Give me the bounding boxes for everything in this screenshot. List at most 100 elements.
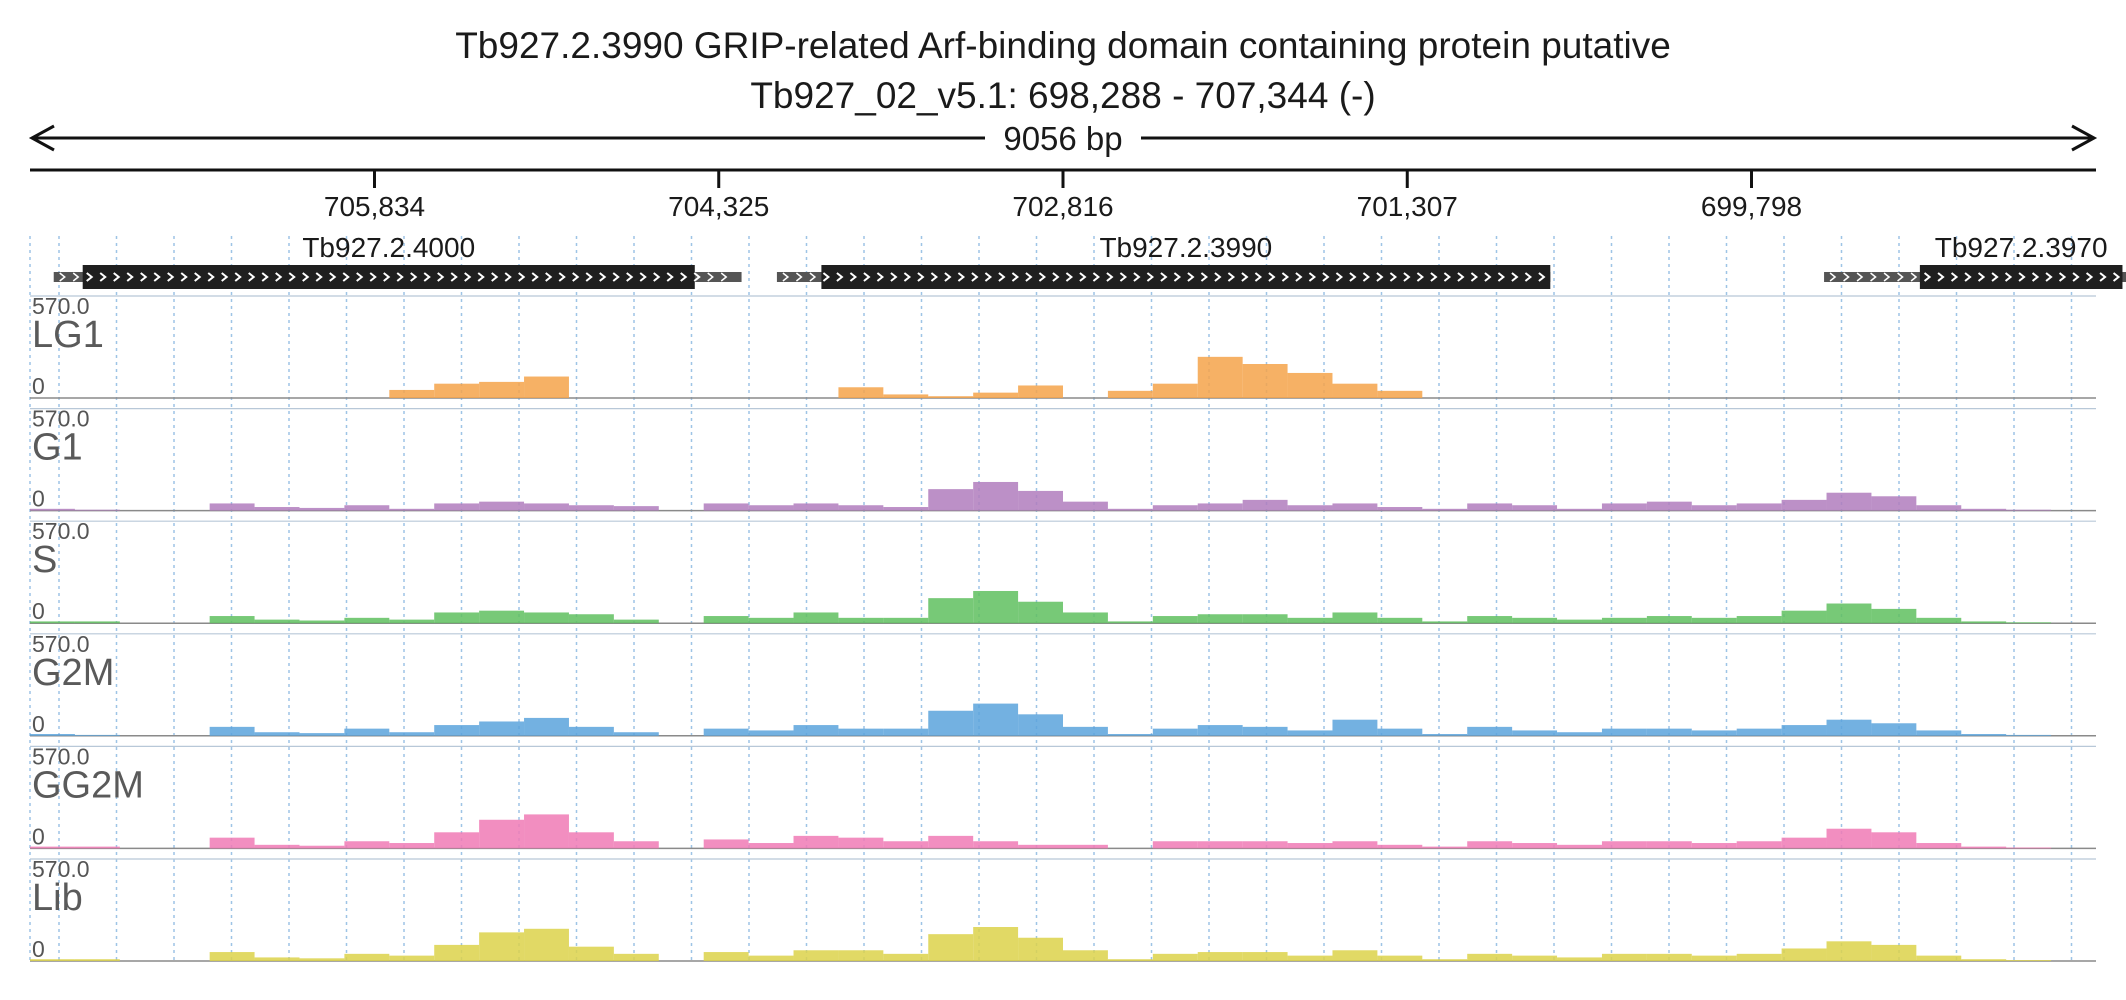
strand-chevron xyxy=(720,272,728,282)
strand-chevron xyxy=(1829,272,1837,282)
coverage-bar xyxy=(209,837,255,849)
strand-chevron xyxy=(1950,272,1959,282)
strand-chevron xyxy=(1883,272,1891,282)
coverage-bar xyxy=(568,505,614,511)
coverage-bar xyxy=(524,928,569,961)
strand-chevron xyxy=(1430,272,1438,282)
coverage-bar xyxy=(703,728,749,736)
track-name: GG2M xyxy=(32,764,144,806)
coverage-bar xyxy=(1601,953,1647,961)
coverage-bar xyxy=(1916,730,1962,736)
coverage-bar xyxy=(793,835,839,849)
coverage-bar xyxy=(1422,508,1468,511)
strand-chevron xyxy=(1897,272,1904,282)
strand-chevron xyxy=(1322,272,1330,282)
span-label: 9056 bp xyxy=(1003,120,1122,157)
coverage-bar xyxy=(1467,953,1513,961)
coverage-bar xyxy=(479,610,525,624)
coverage-bar xyxy=(1018,490,1063,511)
coverage-bar xyxy=(1781,837,1827,849)
coverage-bar xyxy=(1646,841,1692,849)
coverage-bar xyxy=(1557,508,1602,511)
coverage-bar xyxy=(883,507,929,511)
grid-lines xyxy=(29,236,2073,962)
coverage-bar xyxy=(1961,846,2007,849)
coverage-bar xyxy=(1601,728,1647,736)
strand-chevron xyxy=(1484,272,1492,282)
strand-chevron xyxy=(984,272,993,282)
coverage-bar xyxy=(568,832,614,849)
coverage-bar xyxy=(344,728,390,736)
strand-chevron xyxy=(876,272,885,282)
strand-chevron xyxy=(572,272,580,282)
coverage-bar xyxy=(1422,959,1468,961)
coverage-bar xyxy=(1197,725,1243,736)
coverage-bar xyxy=(883,841,929,849)
coverage-bar xyxy=(1332,841,1378,849)
strand-chevron xyxy=(863,272,871,282)
y-min-label: 0 xyxy=(32,823,45,849)
strand-chevron xyxy=(1106,272,1114,282)
strand-chevron xyxy=(944,272,952,282)
strand-chevron xyxy=(2058,272,2067,282)
strand-chevron xyxy=(1964,272,1972,282)
strand-chevron xyxy=(396,272,404,282)
strand-chevron xyxy=(423,272,431,282)
strand-chevron xyxy=(1011,272,1020,282)
gene-label: Tb927.2.3970 xyxy=(1935,232,2108,263)
strand-chevron xyxy=(809,272,817,282)
coverage-bar xyxy=(703,839,749,849)
coverage-bar xyxy=(703,952,749,961)
coverage-bar xyxy=(883,728,929,736)
coverage-bar xyxy=(1961,621,2007,624)
coverage-bar xyxy=(973,481,1019,511)
coverage-bar xyxy=(1512,617,1558,624)
span-arrowhead-right xyxy=(2071,124,2098,152)
strand-chevron xyxy=(315,272,323,282)
strand-chevron xyxy=(180,272,188,282)
strand-chevron xyxy=(2045,272,2053,282)
strand-chevron xyxy=(1511,272,1519,282)
coverage-bar xyxy=(793,950,839,961)
strand-chevron xyxy=(1470,272,1479,282)
strand-chevron xyxy=(126,272,134,282)
strand-chevron xyxy=(890,272,898,282)
coverage-bar xyxy=(1197,841,1243,849)
coverage-bar xyxy=(344,953,390,961)
strand-chevron xyxy=(707,272,714,282)
coverage-bar xyxy=(209,726,255,736)
coverage-bar xyxy=(1646,953,1692,961)
coverage-bar xyxy=(1018,714,1063,736)
coverage-bar xyxy=(30,846,75,849)
coverage-bar xyxy=(524,503,569,511)
coverage-bar xyxy=(1512,843,1558,849)
coverage-bar xyxy=(1242,364,1288,398)
y-max-label: 570.0 xyxy=(32,406,90,432)
coverage-bar xyxy=(1107,734,1153,736)
coverage-bar xyxy=(74,959,120,961)
coverage-bar xyxy=(1197,356,1243,398)
coverage-bar xyxy=(1018,601,1063,624)
coverage-bar xyxy=(254,957,300,961)
coverage-bar xyxy=(1871,496,1917,511)
coverage-tracks: 570.0LG10570.0G10570.0S0570.0G2M0570.0GG… xyxy=(30,293,2096,962)
coverage-bar xyxy=(389,843,435,849)
gene-model: Tb927.2.4000 xyxy=(53,232,742,289)
coverage-bar xyxy=(524,814,569,849)
strand-chevron xyxy=(86,272,94,282)
strand-chevron xyxy=(477,272,485,282)
strand-chevron xyxy=(1308,272,1317,282)
strand-chevron xyxy=(342,272,350,282)
strand-chevron xyxy=(491,272,499,282)
strand-chevron xyxy=(1214,272,1222,282)
strand-chevron xyxy=(2018,272,2026,282)
gene-cds xyxy=(821,265,1551,289)
coverage-bar xyxy=(1287,730,1333,736)
strand-chevron xyxy=(450,272,458,282)
strand-chevron xyxy=(167,272,175,282)
coverage-bar xyxy=(209,503,255,511)
strand-chevron xyxy=(1200,272,1209,282)
